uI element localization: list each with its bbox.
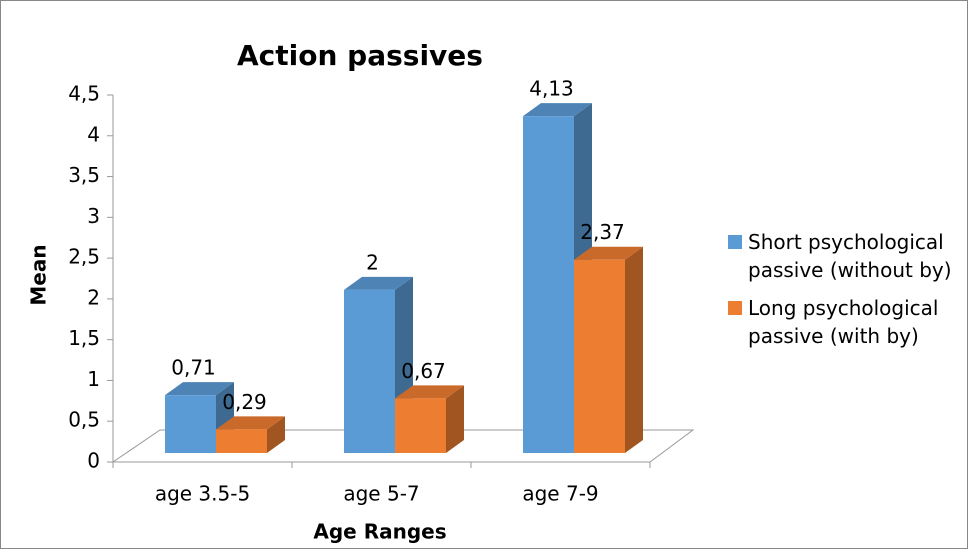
- legend-swatch: [728, 301, 742, 315]
- y-tick-label: 1,5: [68, 326, 100, 350]
- bar-front: [395, 398, 446, 453]
- bar-side: [267, 416, 285, 453]
- y-tick-label: 4,5: [68, 82, 100, 106]
- bar-top: [216, 416, 285, 430]
- data-label: 2: [366, 250, 379, 274]
- bar-side: [625, 246, 643, 453]
- bar-front: [523, 116, 574, 454]
- legend-label: Short psychological passive (without by): [748, 230, 952, 282]
- bar-side: [446, 385, 464, 453]
- x-tick-label: age 5-7: [343, 482, 419, 506]
- y-tick-label: 3,5: [68, 163, 100, 187]
- data-label: 0,29: [222, 390, 267, 414]
- data-label: 0,71: [171, 356, 216, 380]
- y-tick-label: 2: [87, 285, 100, 309]
- bar-front: [574, 259, 625, 453]
- bar-front: [344, 289, 395, 453]
- bar-top: [574, 246, 643, 260]
- x-axis-label: Age Ranges: [313, 520, 446, 544]
- bar: [395, 385, 464, 453]
- bar-top: [523, 103, 592, 117]
- legend-swatch: [728, 235, 742, 249]
- y-axis-label: Mean: [27, 244, 51, 305]
- bar-front: [216, 429, 267, 453]
- y-tick-label: 0: [87, 449, 100, 473]
- bar-top: [395, 385, 464, 399]
- y-tick-label: 0,5: [68, 408, 100, 432]
- bar-top: [344, 276, 413, 290]
- data-label: 2,37: [580, 220, 625, 244]
- data-label: 4,13: [529, 77, 574, 101]
- y-tick-label: 2,5: [68, 245, 100, 269]
- x-tick-label: age 3.5-5: [155, 482, 250, 506]
- y-tick-label: 4: [87, 122, 100, 146]
- data-label: 0,67: [401, 359, 446, 383]
- x-tick-label: age 7-9: [522, 482, 598, 506]
- chart-title: Action passives: [237, 39, 483, 72]
- y-tick-label: 1: [87, 367, 100, 391]
- bar: [216, 416, 285, 453]
- bar-front: [165, 395, 216, 453]
- legend-label: Long psychological passive (with by): [748, 296, 939, 348]
- bar-top: [165, 382, 234, 396]
- y-tick-label: 3: [87, 204, 100, 228]
- bar: [574, 246, 643, 453]
